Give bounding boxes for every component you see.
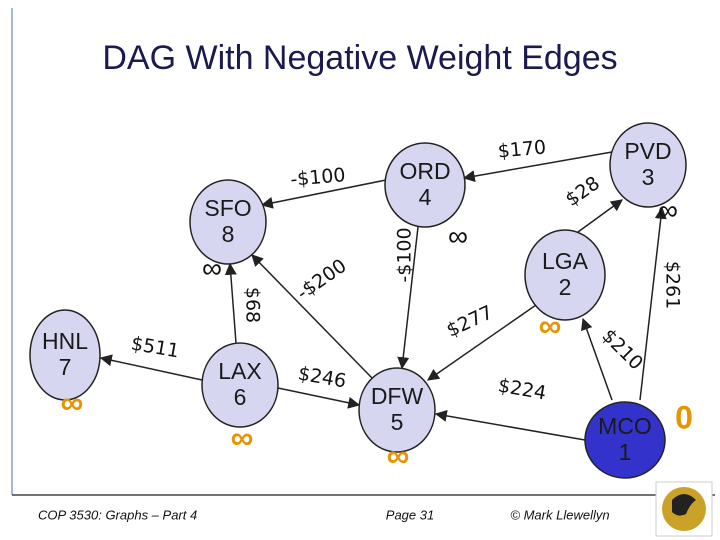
edge-label: $68 xyxy=(242,287,264,323)
node xyxy=(29,309,101,401)
node-order: 4 xyxy=(419,184,432,210)
node-distance: ∞ xyxy=(539,307,562,343)
edge xyxy=(99,354,203,381)
edge-label: -$100 xyxy=(289,164,346,191)
node xyxy=(384,142,466,228)
node-order: 8 xyxy=(222,221,235,247)
footer-author: © Mark Llewellyn xyxy=(510,507,609,522)
node-label: SFO xyxy=(204,195,251,221)
node-label: ORD xyxy=(399,158,450,184)
node-order: 2 xyxy=(559,274,572,300)
edge xyxy=(462,151,613,183)
node-distance: ∞ xyxy=(448,220,468,251)
edge-label: -$100 xyxy=(394,227,416,282)
edge-label: $261 xyxy=(662,261,684,309)
footer-course: COP 3530: Graphs – Part 4 xyxy=(38,507,197,522)
node-distance: ∞ xyxy=(387,437,410,473)
edge xyxy=(277,387,361,409)
node-distance: ∞ xyxy=(202,252,222,283)
node xyxy=(609,122,687,208)
edge xyxy=(580,317,613,401)
edge xyxy=(251,254,373,379)
node xyxy=(524,229,606,321)
edge xyxy=(434,409,586,441)
edge xyxy=(577,199,623,233)
node-label: LAX xyxy=(218,358,261,384)
node-distance: ∞ xyxy=(658,194,678,225)
edge xyxy=(639,206,667,401)
node-order: 6 xyxy=(234,384,247,410)
node-label: LGA xyxy=(542,248,589,274)
node-order: 7 xyxy=(59,354,72,380)
node xyxy=(584,401,666,479)
edge-label: $170 xyxy=(497,136,547,162)
footer-page: Page 31 xyxy=(386,507,434,522)
node-order: 1 xyxy=(619,439,632,465)
node xyxy=(189,179,267,265)
node-order: 5 xyxy=(391,409,404,435)
node-distance: ∞ xyxy=(61,384,84,420)
edge xyxy=(427,304,537,381)
edge xyxy=(224,262,237,344)
node-label: PVD xyxy=(624,138,671,164)
node-order: 3 xyxy=(642,164,655,190)
node xyxy=(201,342,279,428)
edge xyxy=(397,226,419,370)
node-distance: 0 xyxy=(675,399,693,435)
node-label: DFW xyxy=(371,383,424,409)
logo xyxy=(655,481,713,537)
node-label: MCO xyxy=(598,413,652,439)
node-label: HNL xyxy=(42,328,88,354)
node xyxy=(358,367,436,453)
edge xyxy=(260,179,387,209)
node-distance: ∞ xyxy=(231,419,254,455)
slide-title: DAG With Negative Weight Edges xyxy=(102,39,617,77)
